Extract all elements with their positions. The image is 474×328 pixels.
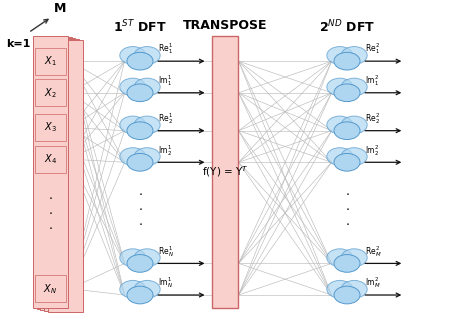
Circle shape: [327, 78, 353, 96]
Circle shape: [134, 116, 160, 134]
Text: Im$^1_N$: Im$^1_N$: [158, 276, 173, 290]
Circle shape: [127, 84, 153, 102]
Circle shape: [334, 84, 360, 102]
Text: $X_1$: $X_1$: [44, 54, 57, 68]
Text: f(Y) = Y$^T$: f(Y) = Y$^T$: [201, 164, 248, 179]
Text: 1$^{ST}$ DFT: 1$^{ST}$ DFT: [113, 18, 167, 35]
Circle shape: [327, 116, 353, 134]
Circle shape: [127, 255, 153, 272]
Bar: [48, 40, 83, 312]
Bar: [35, 114, 66, 141]
Text: M: M: [54, 2, 66, 15]
Circle shape: [134, 78, 160, 96]
Text: Re$^2_2$: Re$^2_2$: [365, 111, 380, 126]
Circle shape: [120, 116, 146, 134]
Circle shape: [327, 249, 353, 267]
Bar: [35, 79, 66, 106]
Circle shape: [127, 154, 153, 171]
Text: $X_N$: $X_N$: [44, 282, 57, 296]
Circle shape: [327, 47, 353, 64]
Circle shape: [341, 47, 367, 64]
Bar: [35, 275, 66, 302]
Bar: [44, 39, 79, 311]
Circle shape: [334, 154, 360, 171]
Text: Im$^1_2$: Im$^1_2$: [158, 143, 172, 157]
Bar: [33, 36, 68, 308]
Circle shape: [334, 52, 360, 70]
Circle shape: [134, 249, 160, 267]
Circle shape: [341, 280, 367, 298]
Circle shape: [134, 280, 160, 298]
Circle shape: [341, 249, 367, 267]
Circle shape: [341, 116, 367, 134]
Text: $X_3$: $X_3$: [44, 121, 57, 134]
Circle shape: [127, 122, 153, 139]
Text: Im$^2_1$: Im$^2_1$: [365, 73, 379, 88]
Text: 2$^{ND}$ DFT: 2$^{ND}$ DFT: [319, 18, 375, 35]
Text: Re$^2_M$: Re$^2_M$: [365, 244, 381, 259]
Text: $X_4$: $X_4$: [44, 152, 57, 166]
Text: $\cdot$
$\cdot$
$\cdot$: $\cdot$ $\cdot$ $\cdot$: [345, 187, 349, 230]
Bar: [35, 146, 66, 173]
Circle shape: [120, 78, 146, 96]
Text: $\cdot$
$\cdot$
$\cdot$: $\cdot$ $\cdot$ $\cdot$: [48, 191, 53, 234]
Circle shape: [134, 47, 160, 64]
Circle shape: [120, 280, 146, 298]
Circle shape: [127, 286, 153, 304]
Text: Re$^1_2$: Re$^1_2$: [158, 111, 173, 126]
Bar: [35, 48, 66, 74]
Text: $\cdot$
$\cdot$
$\cdot$: $\cdot$ $\cdot$ $\cdot$: [137, 187, 142, 230]
Circle shape: [120, 249, 146, 267]
Circle shape: [341, 78, 367, 96]
Circle shape: [327, 148, 353, 165]
Text: TRANSPOSE: TRANSPOSE: [182, 18, 267, 31]
Circle shape: [327, 280, 353, 298]
Bar: [212, 36, 237, 308]
Circle shape: [120, 148, 146, 165]
Bar: [36, 37, 72, 309]
Circle shape: [334, 255, 360, 272]
Circle shape: [334, 286, 360, 304]
Circle shape: [127, 52, 153, 70]
Circle shape: [334, 122, 360, 139]
Circle shape: [134, 148, 160, 165]
Text: Im$^2_M$: Im$^2_M$: [365, 276, 381, 290]
Circle shape: [120, 47, 146, 64]
Text: Im$^1_1$: Im$^1_1$: [158, 73, 172, 88]
Bar: [40, 38, 75, 310]
Text: Re$^1_N$: Re$^1_N$: [158, 244, 173, 259]
Circle shape: [341, 148, 367, 165]
Text: k=1: k=1: [6, 39, 31, 49]
Text: $X_2$: $X_2$: [44, 86, 57, 100]
Text: Re$^2_1$: Re$^2_1$: [365, 42, 380, 56]
Text: Re$^1_1$: Re$^1_1$: [158, 42, 173, 56]
Text: Im$^2_2$: Im$^2_2$: [365, 143, 379, 157]
